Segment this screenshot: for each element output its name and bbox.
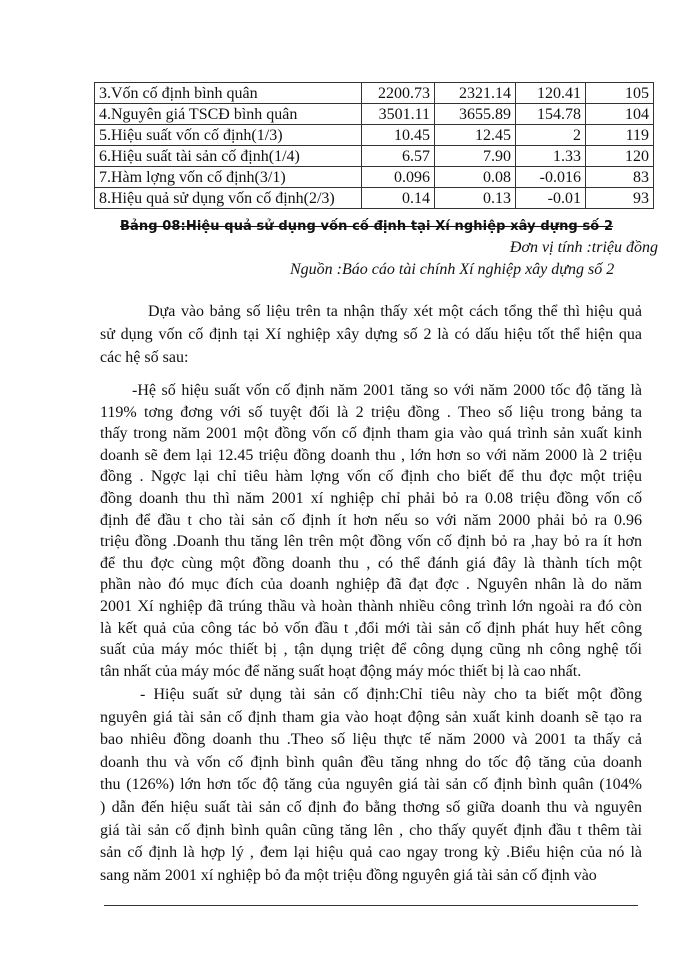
text-line: suất của máy móc thiết bị , tận dụng tri… bbox=[100, 641, 642, 659]
text-line: -Hệ số hiệu suất vốn cố định năm 2001 tă… bbox=[132, 382, 642, 399]
cell-label: 5.Hiệu suất vốn cố định(1/3) bbox=[94, 124, 362, 146]
cell-y2000: 10.45 bbox=[361, 124, 435, 146]
cell-label: 7.Hàm lợng vốn cố định(3/1) bbox=[94, 166, 362, 188]
text-line: 119% tơng đơng với số tuyệt đối là 2 tri… bbox=[100, 403, 642, 421]
text-line: sử dụng vốn cố định tại Xí nghiệp xây dự… bbox=[100, 326, 642, 343]
text-line: sản cố định là hợp lý , đem lại hiệu quả… bbox=[100, 844, 642, 862]
paragraph-summary: Dựa vào bảng số liệu trên ta nhận thấy x… bbox=[100, 300, 642, 369]
cell-y2000: 3501.11 bbox=[361, 103, 435, 125]
table-row: 5.Hiệu suất vốn cố định(1/3) 10.45 12.45 2 1… bbox=[94, 124, 654, 146]
cell-y2001: 0.08 bbox=[434, 166, 516, 188]
text-line: 2001 Xí nghiệp đã trúng thầu và hoàn thà… bbox=[100, 597, 642, 615]
text-line: doanh thu và vốn cố định bình quân đều t… bbox=[100, 753, 642, 771]
cell-diff: -0.016 bbox=[515, 166, 586, 188]
cell-pct: 105 bbox=[585, 82, 654, 104]
cell-pct: 93 bbox=[585, 187, 654, 209]
text-line: nguyên giá tài sản cố định tham gia vào … bbox=[100, 708, 642, 726]
text-line: các hệ số sau: bbox=[100, 349, 189, 366]
paragraph-fixed-asset-efficiency: - Hiệu suất sử dụng tài sản cố định:Chỉ … bbox=[100, 684, 642, 887]
text-line: đồng doanh thu thì năm 2001 xí nghiệp ch… bbox=[100, 489, 642, 507]
source-note: Nguồn :Báo cáo tài chính Xí nghiệp xây d… bbox=[290, 261, 615, 278]
text-line: là kết quả của công tác bỏ vốn đầu t ,đổ… bbox=[100, 619, 642, 637]
text-line: định để đầu t cho tài sản cố định ít hơn… bbox=[100, 511, 642, 529]
table-caption: Bảng 08:Hiệu quả sử dụng vốn cố định tại… bbox=[120, 219, 614, 234]
unit-note: Đơn vị tính :triệu đồng bbox=[509, 239, 658, 256]
table-row: 8.Hiệu quả sử dụng vốn cố định(2/3) 0.14 0… bbox=[94, 187, 654, 209]
table-row: 7.Hàm lợng vốn cố định(3/1) 0.096 0.08 -0.0… bbox=[94, 166, 654, 188]
text-line: phần nào đó mục đích của doanh nghiệp đã… bbox=[100, 576, 642, 594]
cell-y2001: 12.45 bbox=[434, 124, 516, 146]
cell-label: 8.Hiệu quả sử dụng vốn cố định(2/3) bbox=[94, 187, 362, 209]
cell-y2001: 0.13 bbox=[434, 187, 516, 209]
cell-y2001: 2321.14 bbox=[434, 82, 516, 104]
cell-label: 4.Nguyên giá TSCĐ bình quân bbox=[94, 103, 362, 125]
text-line: tân nhất của máy móc để năng suất hoạt đ… bbox=[100, 662, 582, 680]
cell-diff: 154.78 bbox=[515, 103, 586, 125]
text-line: sang năm 2001 xí nghiệp bỏ đa một triệu … bbox=[100, 866, 597, 884]
table-row: 3.Vốn cố định bình quân 2200.73 2321.14 120… bbox=[94, 82, 654, 104]
text-line: thấy trong năm 2001 một đồng vốn cố định… bbox=[100, 425, 642, 443]
cell-y2001: 3655.89 bbox=[434, 103, 516, 125]
cell-pct: 83 bbox=[585, 166, 654, 188]
text-line: bao nhiêu đồng doanh thu .Theo số liệu t… bbox=[100, 731, 642, 749]
cell-diff: 120.41 bbox=[515, 82, 586, 104]
text-line: doanh sẽ đem lại 12.45 triệu đồng doanh … bbox=[100, 446, 642, 464]
text-line: Dựa vào bảng số liệu trên ta nhận thấy x… bbox=[148, 303, 642, 320]
cell-y2000: 0.14 bbox=[361, 187, 435, 209]
text-line: ) dẫn đến hiệu suất tài sản cố định đo b… bbox=[100, 798, 642, 816]
text-line: đồng . Ngợc lại chỉ tiêu hàm lợng vốn cố… bbox=[100, 468, 642, 486]
cell-diff: -0.01 bbox=[515, 187, 586, 209]
cell-diff: 1.33 bbox=[515, 145, 586, 167]
cell-y2000: 0.096 bbox=[361, 166, 435, 188]
footer-rule bbox=[104, 905, 638, 906]
cell-pct: 104 bbox=[585, 103, 654, 125]
text-line: triệu đồng .Doanh thu tăng lên trên một … bbox=[100, 533, 642, 551]
cell-label: 6.Hiệu suất tài sản cố định(1/4) bbox=[94, 145, 362, 167]
cell-pct: 120 bbox=[585, 145, 654, 167]
cell-y2000: 6.57 bbox=[361, 145, 435, 167]
cell-y2001: 7.90 bbox=[434, 145, 516, 167]
table-row: 6.Hiệu suất tài sản cố định(1/4) 6.57 7.90… bbox=[94, 145, 654, 167]
text-line: thu (126%) lớn hơn tốc độ tăng của nguyê… bbox=[100, 776, 642, 794]
text-line: để thu đợc cùng một đồng doanh thu , có … bbox=[100, 554, 642, 572]
cell-diff: 2 bbox=[515, 124, 586, 146]
text-line: - Hiệu suất sử dụng tài sản cố định:Chỉ … bbox=[140, 686, 642, 703]
fixed-capital-efficiency-table: 3.Vốn cố định bình quân 2200.73 2321.14 120… bbox=[94, 82, 654, 209]
paragraph-fixed-capital-efficiency: -Hệ số hiệu suất vốn cố định năm 2001 tă… bbox=[100, 380, 642, 682]
text-line: giá tài sản cố định bình quân cũng tăng … bbox=[100, 821, 642, 839]
cell-y2000: 2200.73 bbox=[361, 82, 435, 104]
cell-pct: 119 bbox=[585, 124, 654, 146]
cell-label: 3.Vốn cố định bình quân bbox=[94, 82, 362, 104]
table-row: 4.Nguyên giá TSCĐ bình quân 3501.11 3655.8… bbox=[94, 103, 654, 125]
